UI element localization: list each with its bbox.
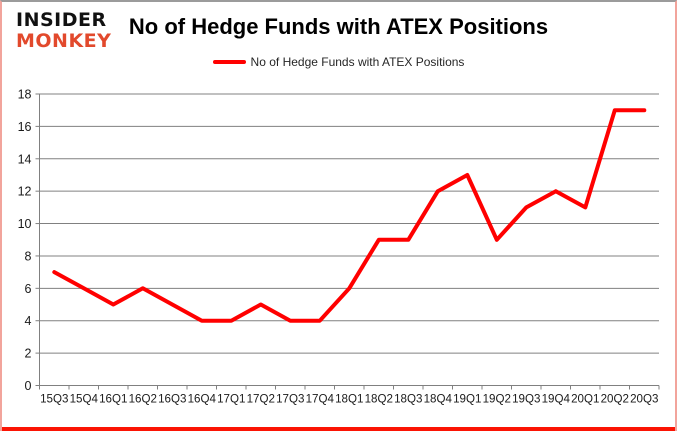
x-axis-label: 18Q3 (394, 393, 422, 406)
insider-monkey-logo: INSIDER MONKEY (16, 10, 111, 52)
x-axis-label: 16Q1 (99, 393, 127, 406)
x-axis-label: 20Q3 (630, 393, 658, 406)
x-axis-label: 16Q4 (188, 393, 217, 406)
x-axis-label: 20Q2 (601, 393, 629, 406)
x-axis-label: 19Q2 (483, 393, 511, 406)
x-axis-label: 15Q3 (40, 393, 68, 406)
x-axis-label: 17Q2 (247, 393, 275, 406)
legend: No of Hedge Funds with ATEX Positions (2, 55, 675, 69)
x-axis-label: 18Q1 (335, 393, 363, 406)
y-axis-label: 2 (25, 347, 32, 361)
x-axis-label: 19Q1 (453, 393, 481, 406)
logo-line-monkey: MONKEY (16, 30, 112, 52)
y-axis-label: 0 (25, 379, 32, 393)
x-axis-label: 16Q3 (158, 393, 186, 406)
y-axis-label: 16 (18, 120, 32, 134)
y-axis-label: 8 (25, 249, 32, 263)
x-axis-label: 17Q4 (306, 393, 335, 406)
x-axis-label: 15Q4 (70, 393, 99, 406)
y-axis-label: 10 (18, 217, 32, 231)
legend-label: No of Hedge Funds with ATEX Positions (250, 55, 465, 69)
x-axis-label: 16Q2 (129, 393, 157, 406)
series-line (52, 108, 647, 323)
x-axis-label: 18Q4 (424, 393, 453, 406)
y-axis-label: 4 (25, 314, 32, 328)
y-axis-label: 6 (25, 282, 32, 296)
x-axis-label: 19Q3 (512, 393, 540, 406)
x-axis-label: 20Q1 (571, 393, 599, 406)
y-axis-label: 18 (18, 88, 32, 102)
x-axis-label: 18Q2 (365, 393, 393, 406)
y-axis-label: 14 (18, 152, 32, 166)
legend-line-swatch (212, 60, 246, 64)
logo-line-insider: INSIDER (16, 9, 107, 31)
y-axis-label: 12 (18, 185, 32, 199)
x-axis-label: 17Q1 (217, 393, 245, 406)
chart-title: No of Hedge Funds with ATEX Positions (128, 14, 549, 39)
x-axis-label: 19Q4 (542, 393, 571, 406)
x-axis-label: 17Q3 (276, 393, 304, 406)
